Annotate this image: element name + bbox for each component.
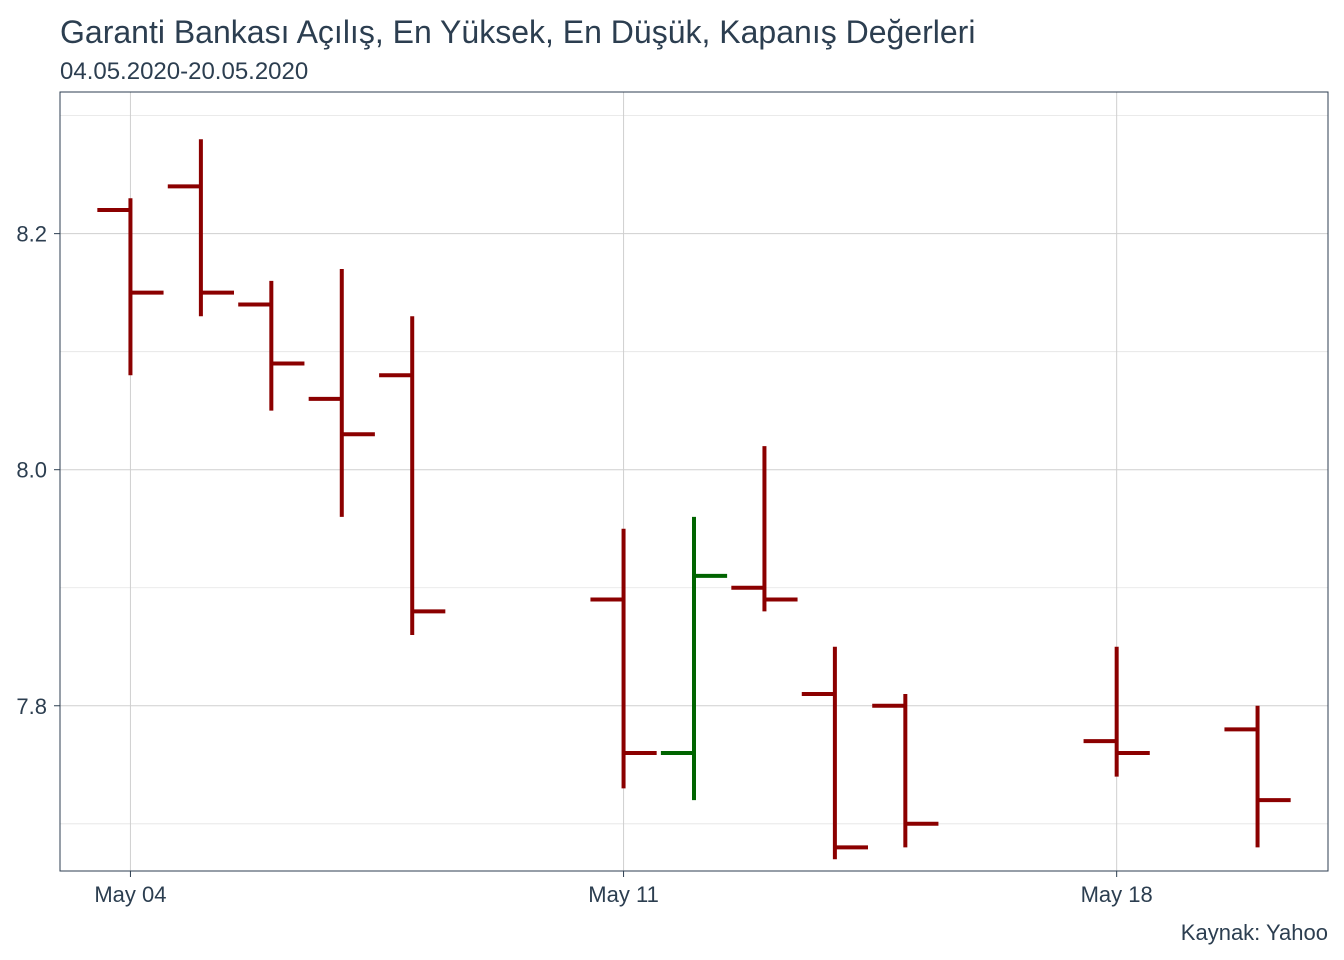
x-tick-label: May 04	[94, 882, 166, 907]
y-tick-label: 8.2	[16, 222, 47, 247]
ohlc-bar	[379, 316, 446, 635]
chart-title: Garanti Bankası Açılış, En Yüksek, En Dü…	[60, 14, 976, 50]
y-axis: 7.8 8.0 8.2	[16, 222, 60, 719]
ohlc-bar	[1083, 646, 1150, 777]
chart-subtitle: 04.05.2020-20.05.2020	[60, 58, 309, 85]
x-tick-label: May 11	[588, 882, 659, 907]
y-tick-label: 8.0	[16, 458, 47, 483]
ohlc-bar	[1224, 705, 1291, 848]
ohlc-bar	[590, 528, 657, 789]
panel-border	[59, 91, 1329, 872]
ohlc-bar	[97, 198, 164, 376]
ohlc-bars	[97, 139, 1291, 860]
x-tick-label: May 18	[1081, 882, 1153, 907]
ohlc-bar	[308, 269, 375, 517]
ohlc-bar	[872, 693, 939, 848]
x-axis: May 04 May 11 May 18	[94, 871, 1153, 907]
y-tick-label: 7.8	[16, 694, 47, 719]
ohlc-bar	[167, 139, 234, 317]
ohlc-bar	[731, 446, 798, 612]
source-caption: Kaynak: Yahoo	[1180, 920, 1328, 945]
ohlc-bar	[238, 280, 305, 411]
ohlc-bar	[660, 516, 728, 801]
ohlc-bar	[801, 646, 868, 860]
